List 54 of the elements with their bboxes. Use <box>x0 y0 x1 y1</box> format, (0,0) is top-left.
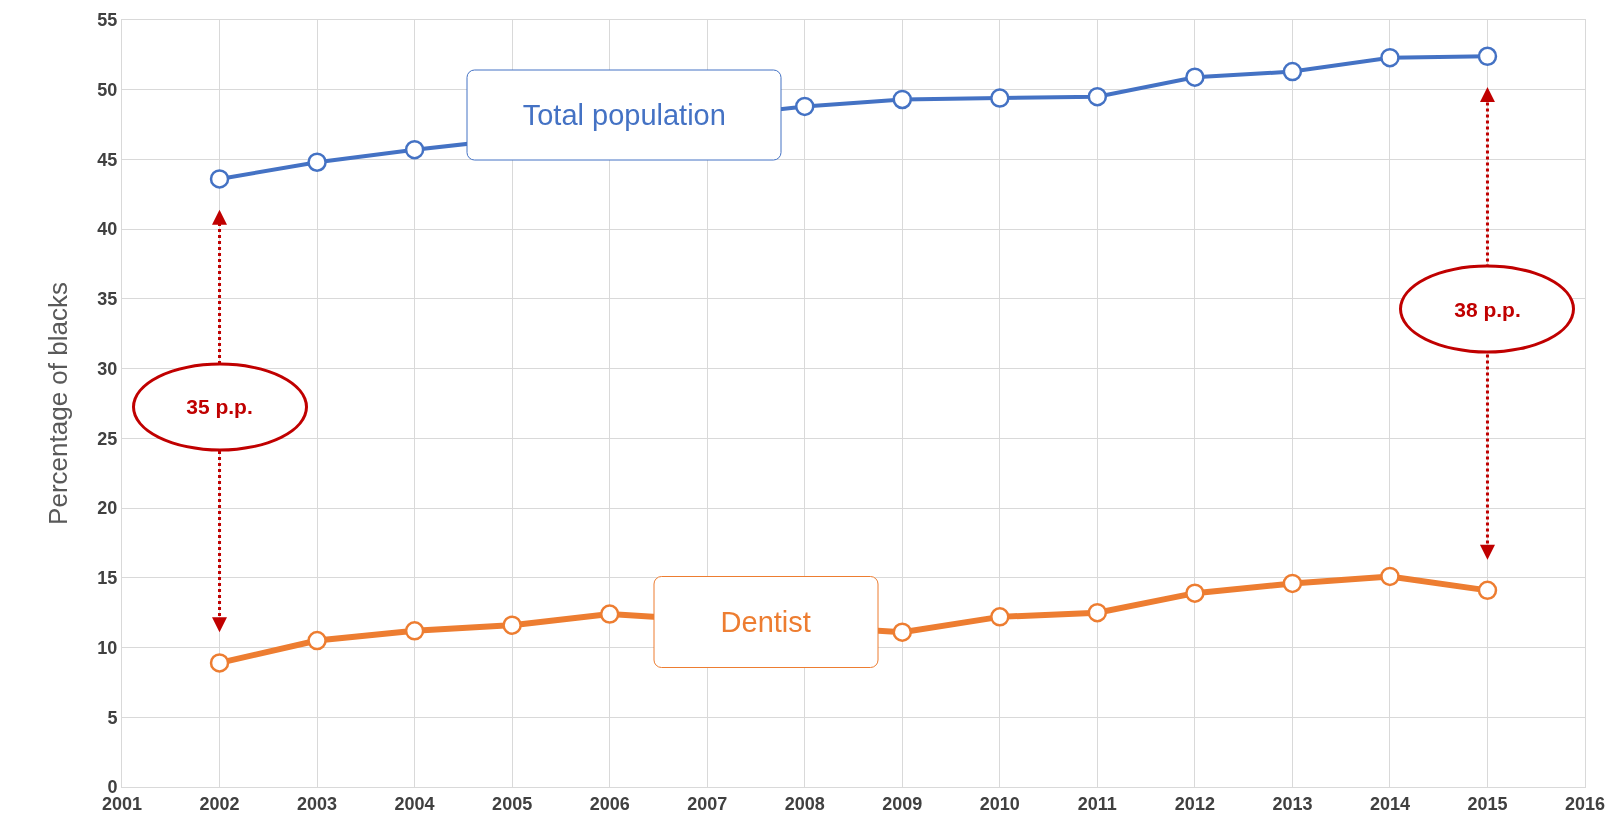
point <box>209 653 230 673</box>
name-tag: Dentist <box>653 576 879 669</box>
point <box>892 89 913 110</box>
x-tick-label: 2003 <box>297 793 338 814</box>
y-tick-label: 5 <box>107 707 118 728</box>
y-tick-label: 45 <box>97 149 118 170</box>
point <box>404 621 425 641</box>
point <box>404 139 425 160</box>
point <box>892 622 913 642</box>
x-tick-label: 2015 <box>1467 793 1508 814</box>
x-tick-label: 2008 <box>784 793 825 814</box>
x-tick-label: 2004 <box>394 793 435 814</box>
point <box>209 169 230 189</box>
x-tick-label: 2007 <box>687 793 728 814</box>
point <box>1087 86 1108 107</box>
point <box>794 96 815 117</box>
x-tick-label: 2009 <box>882 793 923 814</box>
name-tag: Total population <box>466 69 782 161</box>
y-tick-label: 50 <box>97 80 118 101</box>
y-tick-label: 30 <box>97 358 118 379</box>
x-tick-label: 2012 <box>1174 793 1215 814</box>
annotation: 38 p.p. <box>1454 297 1521 322</box>
point <box>1282 573 1303 594</box>
point <box>990 607 1010 627</box>
point <box>1477 580 1498 601</box>
x-tick-label: 2011 <box>1077 793 1117 814</box>
point <box>1282 61 1303 82</box>
x-tick-label: 2014 <box>1369 793 1410 814</box>
y-tick-label: 55 <box>97 10 118 31</box>
point <box>990 88 1010 108</box>
y-tick-label: 15 <box>97 568 118 589</box>
point <box>1185 583 1205 603</box>
y-tick-label: 20 <box>97 498 118 519</box>
point <box>307 152 327 172</box>
x-tick-label: 2013 <box>1272 793 1313 814</box>
point <box>1380 47 1400 68</box>
x-tick-label: 2010 <box>979 793 1020 814</box>
point <box>1477 46 1498 66</box>
y-axis-title: Percentage of blacks <box>42 282 73 525</box>
annotation: 35 p.p. <box>186 394 253 419</box>
y-tick-label: 10 <box>97 637 118 658</box>
x-tick-label: 2016 <box>1564 793 1606 814</box>
y-tick-label: 35 <box>97 289 118 310</box>
point <box>307 630 327 651</box>
point <box>1380 566 1400 587</box>
point <box>1087 602 1108 623</box>
y-tick-label: 25 <box>97 428 118 449</box>
point <box>502 615 522 635</box>
x-tick-label: 2002 <box>199 793 240 814</box>
x-tick-label: 2006 <box>589 793 630 814</box>
x-tick-label: 2005 <box>492 793 533 814</box>
point <box>599 604 620 624</box>
y-tick-label: 40 <box>97 219 118 240</box>
point <box>1185 67 1205 87</box>
